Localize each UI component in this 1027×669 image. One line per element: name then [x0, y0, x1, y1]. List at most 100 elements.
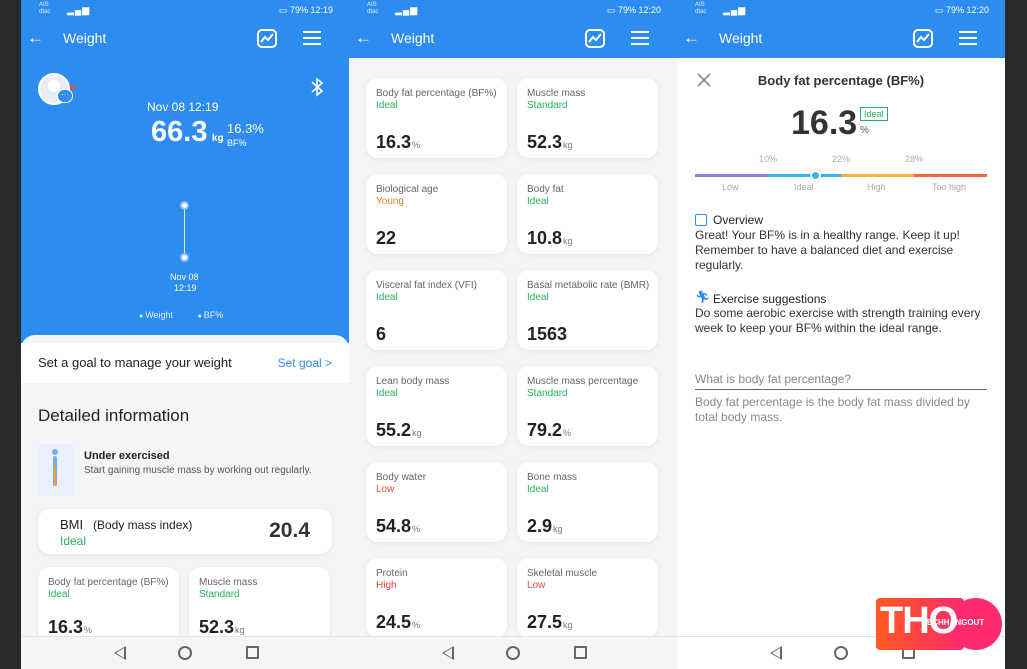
metric-card[interactable]: Protein High 24.5%	[366, 558, 507, 638]
carrier2: dtac	[367, 9, 379, 15]
value-text: 24.5	[376, 612, 412, 632]
unit-text: %	[84, 625, 93, 635]
carrier2: dtac	[39, 9, 51, 15]
chart-icon[interactable]	[913, 29, 933, 48]
metric-status: Ideal	[48, 589, 70, 600]
metric-status: High	[376, 580, 397, 591]
weight-point[interactable]	[180, 201, 189, 210]
bmi-label: BMI	[60, 517, 84, 532]
metric-value: 6	[376, 324, 387, 345]
recents-nav-icon[interactable]	[574, 646, 587, 659]
metric-card[interactable]: Body water Low 54.8%	[366, 462, 507, 542]
battery-level: 79%	[617, 5, 636, 15]
nav-bar	[349, 636, 677, 669]
bmi-card[interactable]: BMI (Body mass index) Ideal 20.4	[38, 509, 332, 554]
metric-label: Skeletal muscle	[527, 568, 598, 579]
metric-card[interactable]: Lean body mass Ideal 55.2kg	[366, 366, 507, 446]
back-nav-icon[interactable]	[442, 646, 454, 660]
trend-chart: Nov 08 12:19	[21, 190, 349, 310]
bmi-sub: (Body mass index)	[93, 518, 193, 532]
metric-card[interactable]: Muscle mass percentage Standard 79.2%	[517, 366, 658, 446]
back-arrow-icon[interactable]: ←	[355, 28, 372, 47]
metric-card[interactable]: Bone mass Ideal 2.9kg	[517, 462, 658, 542]
back-nav-icon[interactable]	[770, 646, 782, 660]
menu-icon[interactable]	[959, 31, 977, 45]
metric-status: Standard	[527, 100, 568, 111]
bf-value: 16.3%	[227, 121, 264, 136]
tho-name: TECHHANGOUT	[922, 618, 985, 627]
metric-card[interactable]: Skeletal muscle Low 27.5kg	[517, 558, 658, 638]
tick-label: 10%	[759, 154, 778, 164]
metric-status: Ideal	[527, 196, 549, 207]
unit-text: kg	[563, 236, 573, 246]
metric-card[interactable]: Basal metabolic rate (BMR) Ideal 1563	[517, 270, 658, 350]
range-scale: 10% 22% 28% Low Ideal High Too high	[695, 152, 987, 196]
set-goal-link[interactable]: Set goal >	[277, 356, 332, 370]
unit-text: %	[412, 140, 421, 150]
back-arrow-icon[interactable]: ←	[27, 28, 44, 47]
avatar[interactable]: ···	[38, 73, 75, 105]
bf-point[interactable]	[180, 253, 189, 262]
metric-status: Ideal	[376, 292, 398, 303]
bluetooth-icon[interactable]	[309, 77, 325, 102]
title-bar: ← Weight	[677, 20, 1005, 58]
metric-card[interactable]: Body fat percentage (BF%) Ideal 16.3%	[366, 78, 507, 158]
more-icon: ···	[57, 89, 73, 103]
metric-value: 1563	[527, 324, 568, 345]
goal-row[interactable]: Set a goal to manage your weight Set goa…	[21, 343, 349, 383]
tho-logo-text	[876, 598, 964, 650]
metric-card[interactable]: Biological age Young 22	[366, 174, 507, 254]
carrier: AIS	[695, 2, 705, 8]
chart-legend: ● Weight ● BF%	[139, 310, 224, 320]
page-title: Weight	[391, 30, 435, 46]
metric-status: Ideal	[376, 100, 398, 111]
metric-status: Ideal	[376, 388, 398, 399]
battery-icon: ▭	[278, 5, 290, 15]
home-nav-icon[interactable]	[178, 646, 192, 660]
metric-label: Body fat percentage (BF%)	[48, 577, 169, 588]
metric-card[interactable]: Body fat percentage (BF%) Ideal 16.3%	[38, 567, 179, 647]
page-title: Weight	[63, 30, 107, 46]
detail-title: Detailed information	[38, 406, 190, 425]
back-nav-icon[interactable]	[114, 646, 126, 660]
metric-status: Low	[527, 580, 546, 591]
battery-icon: ▭	[934, 5, 946, 15]
metric-value: 52.3kg	[527, 132, 573, 153]
metric-value: 16.3%	[48, 617, 92, 638]
metric-card[interactable]: Body fat Ideal 10.8kg	[517, 174, 658, 254]
metric-value: 2.9kg	[527, 516, 563, 537]
overview-icon	[695, 214, 707, 226]
metric-status: Ideal	[527, 484, 549, 495]
metric-card[interactable]: Muscle mass Standard 52.3kg	[189, 567, 330, 647]
bmi-status: Ideal	[60, 534, 87, 548]
chart-icon[interactable]	[585, 29, 605, 48]
menu-icon[interactable]	[631, 31, 649, 45]
metric-label: Basal metabolic rate (BMR)	[527, 280, 650, 291]
home-nav-icon[interactable]	[834, 646, 848, 660]
header-bg	[21, 0, 349, 345]
chart-icon[interactable]	[257, 29, 277, 48]
metric-card[interactable]: Muscle mass Standard 52.3kg	[517, 78, 658, 158]
recents-nav-icon[interactable]	[246, 646, 259, 659]
status-badge: Ideal	[860, 107, 888, 121]
measure-date: Nov 08 12:19	[147, 100, 219, 114]
signal-icon: ▂▄▆	[67, 5, 91, 15]
back-arrow-icon[interactable]: ←	[683, 28, 700, 47]
value-text: 55.2	[376, 420, 412, 440]
value-text: 1563	[527, 324, 568, 344]
unit-text: %	[412, 524, 421, 534]
home-nav-icon[interactable]	[506, 646, 520, 660]
status-bar: AIS dtac ▂▄▆ ▭ 79% 12:20	[677, 0, 1005, 20]
unit-text: kg	[412, 428, 422, 438]
close-icon[interactable]	[696, 72, 712, 88]
status-title: Under exercised	[84, 450, 170, 462]
metric-card[interactable]: Visceral fat index (VFI) Ideal 6	[366, 270, 507, 350]
legend-weight: Weight	[145, 310, 174, 320]
menu-icon[interactable]	[303, 31, 321, 45]
faq-question[interactable]: What is body fat percentage?	[695, 370, 987, 390]
unit-text: kg	[563, 620, 573, 630]
metric-label: Muscle mass	[199, 577, 258, 588]
range-marker	[809, 170, 821, 181]
metric-label: Bone mass	[527, 472, 578, 483]
notification-dot	[70, 85, 75, 90]
